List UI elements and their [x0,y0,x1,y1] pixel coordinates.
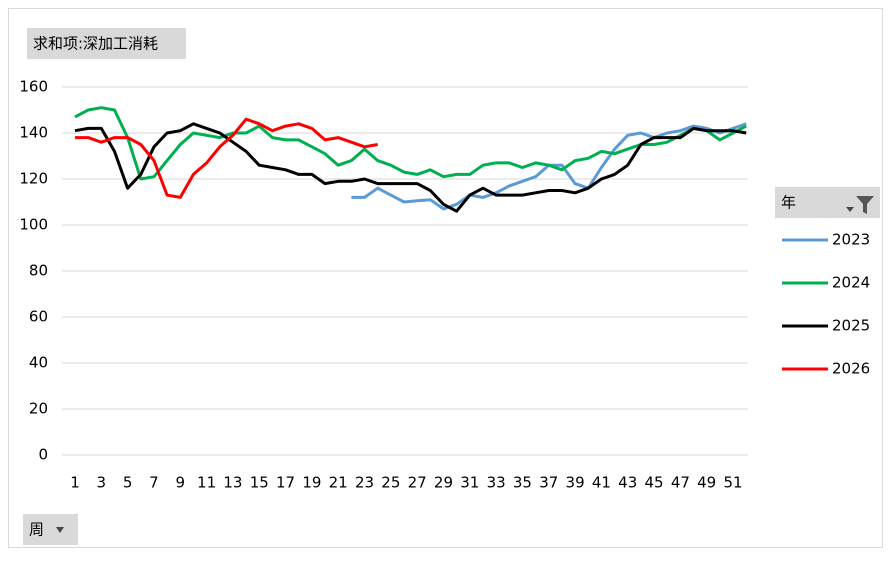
legend-title: 年 [781,194,796,212]
dropdown-icon [846,207,854,212]
x-tick-label: 43 [618,474,637,492]
x-tick-label: 19 [302,474,321,492]
series-line [75,117,378,199]
x-tick-label: 21 [329,474,348,492]
y-tick-label: 140 [19,124,48,142]
x-tick-label: 1 [70,474,80,492]
x-tick-label: 41 [592,474,611,492]
x-tick-label: 37 [539,474,558,492]
x-tick-label: 29 [434,474,453,492]
x-tick-label: 3 [97,474,107,492]
x-tick-label: 15 [250,474,269,492]
legend-label: 2026 [832,360,870,378]
y-tick-label: 60 [29,308,48,326]
x-tick-label: 33 [487,474,506,492]
y-tick-label: 120 [19,170,48,188]
x-tick-label: 5 [123,474,133,492]
x-tick-label: 45 [644,474,663,492]
chart-frame [8,8,883,548]
x-tick-label: 25 [381,474,400,492]
legend-label: 2023 [832,231,870,249]
x-tick-label: 39 [566,474,585,492]
x-tick-label: 11 [197,474,216,492]
x-tick-label: 31 [460,474,479,492]
legend-label: 2024 [832,274,870,292]
x-tick-label: 7 [149,474,159,492]
x-tick-label: 35 [513,474,532,492]
x-tick-label: 51 [723,474,742,492]
legend-label: 2025 [832,317,870,335]
x-tick-label: 47 [671,474,690,492]
x-tick-label: 17 [276,474,295,492]
y-tick-label: 20 [29,400,48,418]
y-tick-label: 80 [29,262,48,280]
series-line [74,106,747,181]
x-tick-label: 23 [355,474,374,492]
axis-field-label: 周 [29,521,44,539]
x-tick-label: 27 [408,474,427,492]
series-line [74,122,747,213]
x-tick-label: 13 [223,474,242,492]
x-tick-label: 49 [697,474,716,492]
field-button[interactable] [27,28,186,59]
dropdown-icon [56,527,64,533]
axis-field-button[interactable] [23,514,78,545]
x-tick-label: 9 [176,474,186,492]
y-tick-label: 160 [19,78,48,96]
filter-icon [856,196,874,214]
y-tick-label: 40 [29,354,48,372]
chart-title: 求和项:深加工消耗 [33,35,158,53]
y-tick-label: 100 [19,216,48,234]
y-tick-label: 0 [38,446,48,464]
